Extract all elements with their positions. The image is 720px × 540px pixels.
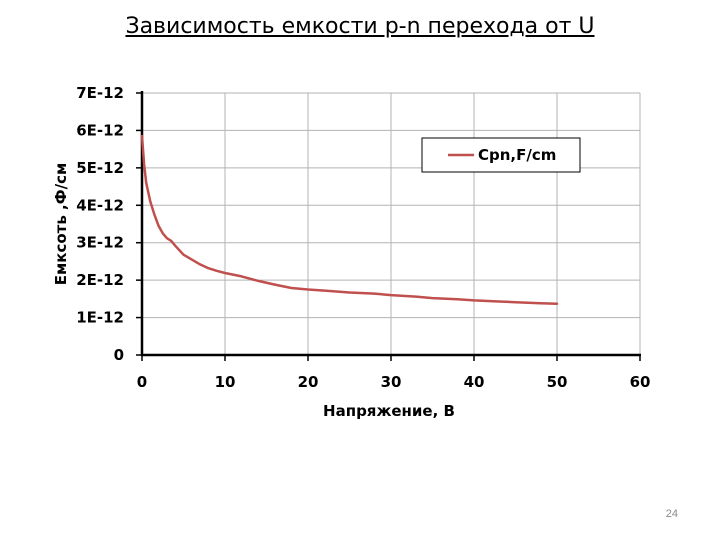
- x-tick-label: 40: [464, 373, 485, 391]
- slide-title: Зависимость емкости p-n перехода от U: [125, 14, 595, 39]
- y-tick-label: 0: [114, 346, 124, 364]
- y-tick-label: 4E-12: [76, 196, 124, 214]
- y-tick-label: 2E-12: [76, 271, 124, 289]
- x-tick-label: 20: [298, 373, 319, 391]
- y-axis-title: Емксоть ,Ф/см: [52, 163, 70, 286]
- y-tick-label: 1E-12: [76, 309, 124, 327]
- y-tick-label: 5E-12: [76, 159, 124, 177]
- x-tick-label: 30: [381, 373, 402, 391]
- x-tick-label: 0: [137, 373, 147, 391]
- x-axis-title: Напряжение, В: [323, 402, 455, 420]
- y-tick-label: 3E-12: [76, 234, 124, 252]
- x-tick-label: 50: [547, 373, 568, 391]
- legend-label: Cpn,F/cm: [478, 146, 556, 164]
- x-tick-label: 10: [215, 373, 236, 391]
- series-line: [140, 134, 559, 305]
- x-tick-label: 60: [630, 373, 651, 391]
- y-tick-label: 6E-12: [76, 121, 124, 139]
- page-number: 24: [665, 508, 678, 520]
- y-tick-label: 7E-12: [76, 84, 124, 102]
